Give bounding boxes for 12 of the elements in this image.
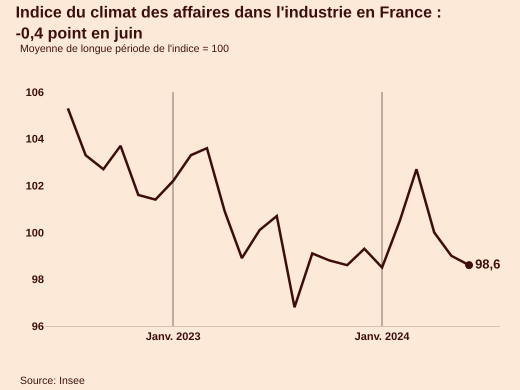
y-tick-label: 100 (26, 227, 44, 240)
chart-subtitle: Moyenne de longue période de l'indice = 100 (20, 43, 230, 55)
data-label: 98,6 (475, 256, 500, 272)
x-tick-label: Janv. 2023 (146, 331, 201, 344)
y-tick-label: 104 (26, 134, 45, 146)
x-tick-label: Janv. 2024 (354, 331, 410, 344)
y-tick-label: 102 (26, 180, 44, 192)
y-tick-label: 96 (32, 320, 44, 333)
y-tick-label: 98 (32, 274, 44, 286)
y-tick-label: 106 (26, 86, 44, 99)
source-note: Source: Insee (20, 375, 85, 387)
chart-title: Indice du climat des affaires dans l'industrie en France : -0,4 point en juin (16, 4, 442, 42)
